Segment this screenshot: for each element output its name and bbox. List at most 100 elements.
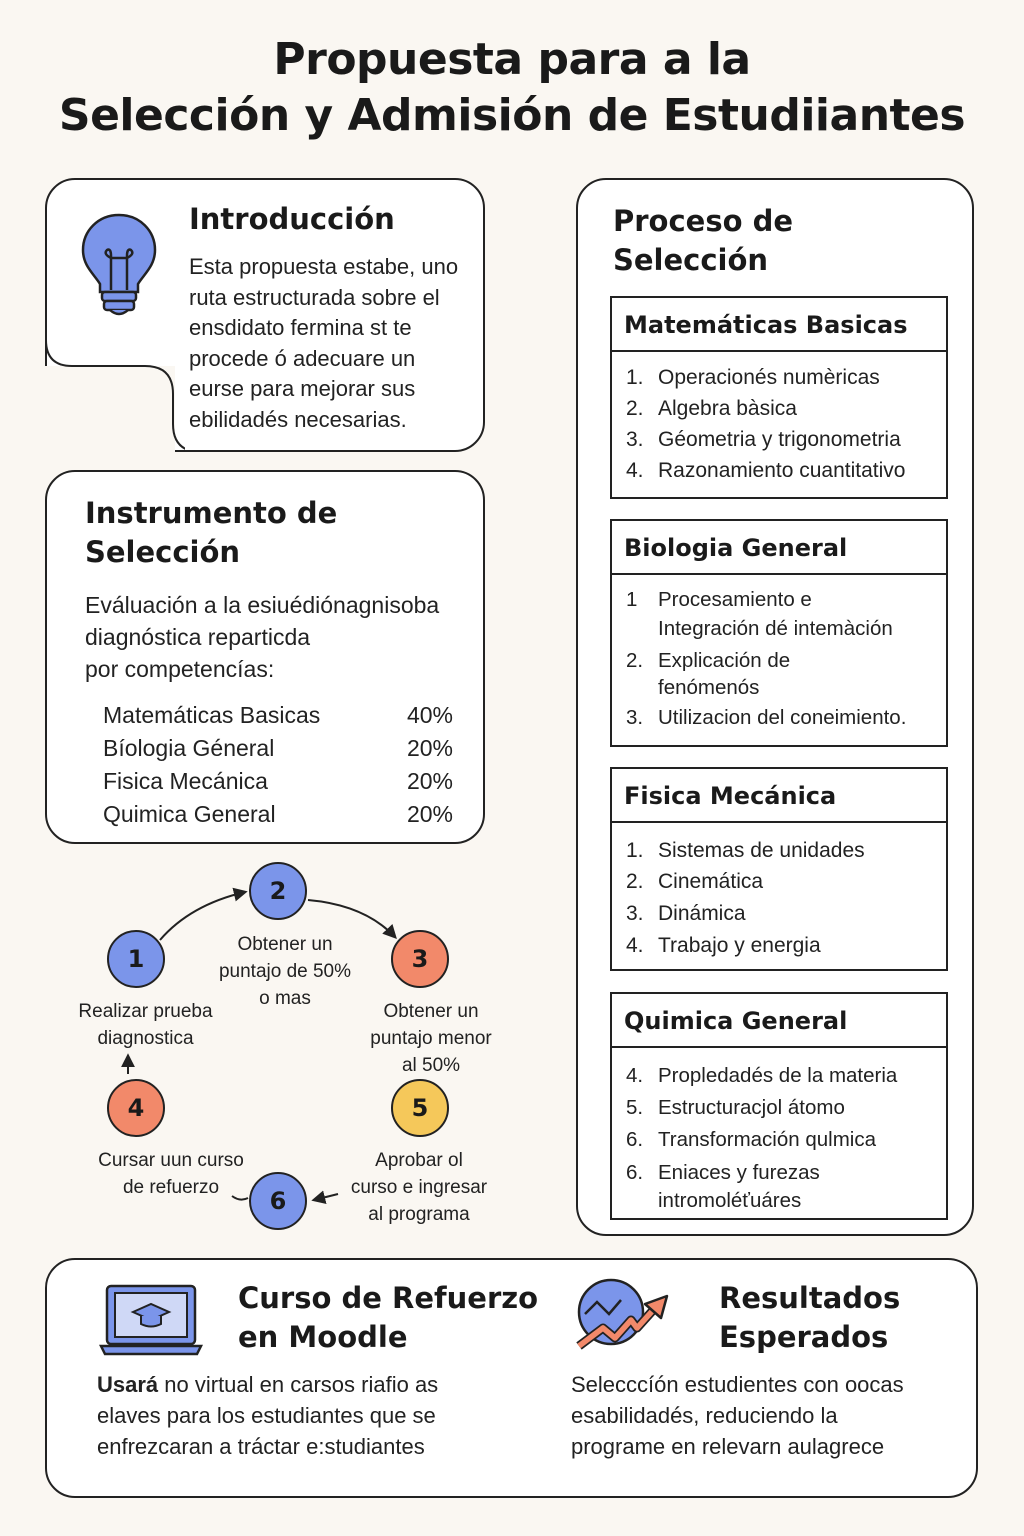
proceso-heading-line-2: Selección <box>613 243 769 277</box>
topic-number: 6. <box>626 1128 644 1151</box>
topic-text: Algebra bàsica <box>658 397 797 420</box>
flow-label-3: Obtener un puntajo menor al 50% <box>345 998 517 1079</box>
topic-number: 1. <box>626 839 644 862</box>
intro-line: ebilidadés necesarias. <box>189 406 407 432</box>
topic-item: 6. Eniaces y furezas intromoléťuáres <box>626 1159 946 1215</box>
topic-number: 2. <box>626 870 644 893</box>
refuerzo-line: Usará no virtual en carsos riafio as <box>97 1369 438 1400</box>
laptop-graduation-icon <box>99 1284 203 1356</box>
proceso-card: Proceso de Selección Matemáticas Basicas… <box>576 178 974 1236</box>
topic-number: 1. <box>626 366 644 389</box>
instrumento-heading-line-1: Instrumento de <box>85 496 338 530</box>
topic-text: Utilizacion del coneimiento. <box>658 706 907 729</box>
intro-line: ruta estructurada sobre el <box>189 284 440 310</box>
subject-block-quimica: Quimica General 4. Propledadés de la mate… <box>610 992 948 1220</box>
flow-arrow-4-6 <box>231 1195 249 1201</box>
intro-text: Esta propuesta estabe, uno ruta estructu… <box>189 252 458 435</box>
topic-number: 3. <box>626 428 644 451</box>
topic-number: 4. <box>626 934 644 957</box>
subject-block-title: Quimica General <box>612 994 946 1048</box>
resultados-line: esabilidadés, reduciendo la <box>571 1403 838 1428</box>
topic-text: Propledadés de la materia <box>658 1064 898 1087</box>
refuerzo-heading-line-2: en Moodle <box>238 1320 408 1354</box>
subject-topic-list: 4. Propledadés de la materia 5. Estructura… <box>612 1048 946 1215</box>
topic-text: Operacionés numèricas <box>658 366 880 389</box>
flow-label-line: Obtener un <box>383 1001 479 1022</box>
topic-item: 4. Trabajo y energia <box>626 930 946 962</box>
topic-item: 3. Utilizacion del coneimiento. <box>626 703 946 732</box>
intro-line: eurse para mejorar sus <box>189 376 416 401</box>
topic-text: Dinámica <box>658 902 746 925</box>
flow-label-line: Realizar prueba <box>78 1001 213 1022</box>
topic-number: 3. <box>626 706 644 729</box>
topic-item: 4. Propledadés de la materia <box>626 1060 946 1092</box>
topic-item: 5. Estructuracjol átomo <box>626 1092 946 1124</box>
weight-row: Matemáticas Basicas 40% <box>103 702 453 729</box>
growth-chart-icon <box>576 1278 669 1350</box>
topic-item: 1. Operacionés numèricas <box>626 362 946 393</box>
refuerzo-lead: Usará <box>97 1372 159 1397</box>
flow-node-6: 6 <box>249 1172 307 1230</box>
topic-text: Eniaces y furezas <box>658 1161 820 1184</box>
flow-label-2: Obtener un puntajo de 50% o mas <box>195 931 375 1012</box>
topic-number: 2. <box>626 397 644 420</box>
intro-card-notch <box>45 366 175 456</box>
topic-item: 2. Explicación de fenómenós <box>626 646 946 700</box>
topic-item: 1 Procesamiento e Integración dé intemàció… <box>626 585 946 643</box>
flow-node-5: 5 <box>391 1079 449 1137</box>
resultados-line: programe en relevarn aulagrece <box>571 1434 885 1459</box>
weight-subject: Bíologia Géneral <box>103 735 275 761</box>
refuerzo-line: enfrezcaran a tráctar e:studiantes <box>97 1434 425 1459</box>
page-title: Propuesta para a la Selección y Admisión… <box>0 32 1024 144</box>
topic-item: 6. Transformación qulmica <box>626 1124 946 1156</box>
topic-text: Sistemas de unidades <box>658 839 865 862</box>
flow-node-1: 1 <box>107 930 165 988</box>
flow-label-line: Cursar uun curso <box>98 1150 244 1171</box>
flow-label-line: curso e ingresar <box>350 1177 488 1198</box>
topic-text: intromoléťuáres <box>658 1189 802 1212</box>
flow-node-3: 3 <box>391 930 449 988</box>
refuerzo-text: Usará no virtual en carsos riafio as ela… <box>97 1369 438 1462</box>
topic-text: Integración dé intemàción <box>658 617 893 640</box>
topic-item: 1. Sistemas de unidades <box>626 835 946 866</box>
flow-label-line: o mas <box>259 988 311 1009</box>
topic-number: 1 <box>626 588 638 611</box>
subject-topic-list: 1 Procesamiento e Integración dé intemàció… <box>612 575 946 732</box>
topic-text: Procesamiento e <box>658 588 812 611</box>
intro-line: ensdidato fermina st te <box>189 315 412 340</box>
weight-pct: 20% <box>406 801 453 827</box>
weight-subject: Quimica General <box>103 801 276 827</box>
refuerzo-heading-line-1: Curso de Refuerzo <box>238 1281 539 1315</box>
topic-text: Trabajo y energia <box>658 934 821 957</box>
weight-row: Bíologia Géneral 20% <box>103 735 453 762</box>
topic-number: 6. <box>626 1161 644 1184</box>
flow-label-line: al programa <box>368 1204 470 1225</box>
instrumento-desc-line: por competencías: <box>85 656 275 682</box>
subject-block-biologia: Biologia General 1 Procesamiento e Integra… <box>610 519 948 747</box>
flow-node-2: 2 <box>249 862 307 920</box>
topic-text: Cinemática <box>658 870 764 893</box>
refuerzo-line-rest: no virtual en carsos riafio as <box>158 1372 439 1397</box>
topic-text: Géometria y trigonometria <box>658 428 901 451</box>
instrumento-heading-line-2: Selección <box>85 535 241 569</box>
topic-number: 5. <box>626 1096 644 1119</box>
resultados-text: Selecccíón estudientes con oocas esabili… <box>571 1369 904 1462</box>
resultados-heading-line-1: Resultados <box>719 1281 901 1315</box>
instrumento-desc-line: Eváluación a la esiuédiónagnisoba <box>85 592 440 618</box>
flow-label-line: puntajo menor <box>370 1028 492 1049</box>
lightbulb-icon <box>81 213 157 316</box>
topic-number: 2. <box>626 649 644 672</box>
flow-label-4: Cursar uun curso de refuerzo <box>75 1147 267 1201</box>
instrumento-desc-line: diagnóstica reparticda <box>85 624 311 650</box>
subject-topic-list: 1. Operacionés numèricas 2. Algebra bàsica… <box>612 352 946 486</box>
resultados-line: Selecccíón estudientes con oocas <box>571 1372 904 1397</box>
weight-pct: 20% <box>406 735 453 761</box>
topic-item: 3. Dinámica <box>626 898 946 930</box>
title-line-2: Selección y Admisión de Estudiiantes <box>58 90 966 141</box>
weight-pct: 40% <box>406 702 453 728</box>
topic-item: 3. Géometria y trigonometria <box>626 424 946 455</box>
flow-arrow-2-3 <box>307 899 397 940</box>
topic-item: 2. Algebra bàsica <box>626 393 946 424</box>
proceso-heading-line-1: Proceso de <box>613 204 794 238</box>
topic-text: Razonamiento cuantitativo <box>658 459 906 482</box>
